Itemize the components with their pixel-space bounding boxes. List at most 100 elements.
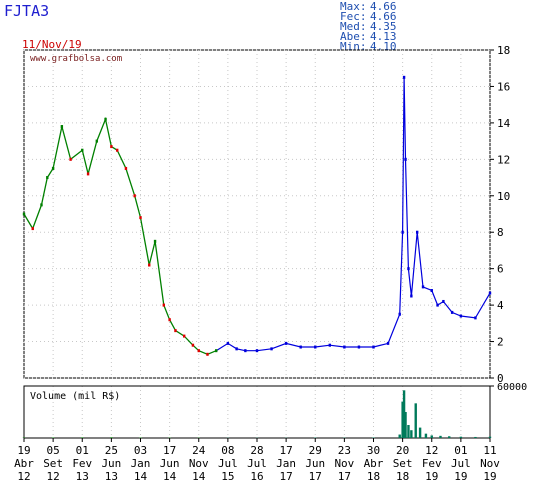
price-point [436, 303, 439, 307]
price-point [270, 347, 273, 351]
price-point [402, 75, 406, 79]
stat-value: 4.66 [370, 10, 397, 23]
price-point [343, 345, 346, 349]
price-point [357, 345, 361, 349]
stats-panel: Max: 4.66 Fec: 4.66 Med: 4.35 Abe: 4.13 Min:… [340, 0, 397, 53]
volume-bar [488, 436, 492, 438]
x-tick-year-label: 19 [454, 470, 467, 483]
price-point [148, 263, 151, 267]
x-tick-year-label: 12 [47, 470, 60, 483]
x-tick-day-label: 23 [338, 444, 351, 457]
price-point [153, 239, 157, 243]
price-point [407, 267, 410, 271]
price-point [51, 166, 55, 170]
x-tick-month-label: Nov [189, 457, 209, 470]
price-y-tick-label: 6 [497, 263, 504, 276]
price-panel: 0 2 4 6 8 10 12 14 16 18 www.grafbolsa.com [22, 44, 511, 385]
price-y-tick-label: 4 [497, 299, 504, 312]
volume-panel: Volume (mil R$) 60000 [22, 382, 527, 439]
price-point [372, 345, 375, 349]
price-point [81, 148, 84, 152]
volume-bar [459, 436, 463, 438]
price-y-tick-label: 0 [497, 372, 504, 385]
stat-average: Med: 4.35 [340, 20, 397, 33]
x-tick-month-label: Nov [480, 457, 500, 470]
price-point [95, 139, 99, 143]
price-series-line-historic [23, 116, 217, 356]
price-point [244, 349, 247, 353]
x-tick-month-label: Jun [160, 457, 180, 470]
price-point [299, 345, 302, 349]
volume-bar [404, 412, 407, 438]
price-y-tick-label: 16 [497, 80, 510, 93]
x-tick-day-label: 03 [134, 444, 147, 457]
x-tick-day-label: 11 [483, 444, 496, 457]
price-point [60, 125, 64, 129]
stat-label: Max: [340, 0, 367, 13]
price-point [206, 352, 209, 356]
x-tick-year-label: 18 [396, 470, 409, 483]
price-point [168, 318, 171, 322]
price-point [328, 343, 332, 347]
x-tick-year-label: 14 [192, 470, 206, 483]
volume-y-tick-label: 60000 [497, 382, 527, 393]
stat-value: 4.66 [370, 0, 397, 13]
stat-close: Fec: 4.66 [340, 10, 397, 23]
price-point [104, 117, 107, 121]
x-tick-day-label: 29 [309, 444, 322, 457]
price-point [474, 316, 477, 320]
stat-label: Abe: [340, 30, 367, 43]
x-tick-month-label: Jan [131, 457, 151, 470]
stat-max: Max: 4.66 [340, 0, 397, 13]
x-tick-year-label: 19 [425, 470, 438, 483]
volume-bar [414, 403, 417, 438]
price-point [110, 145, 113, 149]
price-y-tick-label: 12 [497, 153, 510, 166]
watermark-text: www.grafbolsa.com [30, 54, 122, 64]
price-point [69, 157, 72, 161]
x-tick-year-label: 19 [483, 470, 496, 483]
price-point [421, 285, 425, 289]
volume-bar [474, 436, 477, 438]
x-tick-month-label: Abr [14, 457, 34, 470]
x-tick-month-label: Abr [364, 457, 384, 470]
volume-bar [410, 430, 413, 438]
price-y-tick-label: 10 [497, 190, 510, 203]
x-tick-day-label: 20 [396, 444, 409, 457]
x-tick-day-label: 28 [250, 444, 263, 457]
price-point [386, 341, 390, 345]
x-tick-year-label: 14 [163, 470, 177, 483]
x-tick-year-label: 14 [134, 470, 148, 483]
ticker-symbol: FJTA3 [4, 2, 50, 20]
price-point [442, 299, 445, 303]
x-tick-month-label: Set [43, 457, 63, 470]
price-point [182, 334, 186, 338]
volume-bar [402, 390, 406, 438]
price-y-tick-label: 18 [497, 44, 510, 57]
price-point [401, 230, 404, 234]
price-point [46, 176, 49, 180]
x-tick-year-label: 15 [221, 470, 234, 483]
volume-bar [372, 437, 375, 438]
x-tick-year-label: 17 [280, 470, 293, 483]
price-point [450, 310, 454, 314]
x-tick-day-label: 17 [163, 444, 176, 457]
volume-bar [439, 435, 442, 438]
x-tick-year-label: 12 [17, 470, 30, 483]
price-y-tick-label: 14 [497, 117, 511, 130]
x-tick-year-label: 13 [76, 470, 89, 483]
x-tick-month-label: Jun [101, 457, 121, 470]
stat-value: 4.10 [370, 40, 397, 53]
stat-value: 4.35 [370, 20, 397, 33]
volume-bar [81, 437, 84, 438]
x-tick-month-label: Jul [247, 457, 267, 470]
x-axis: 19Abr1205Set1201Fev1325Jun1303Jan1417Jun… [14, 438, 500, 483]
price-y-tick-label: 2 [497, 336, 504, 349]
price-point [226, 341, 230, 345]
x-tick-year-label: 17 [309, 470, 322, 483]
price-point [31, 227, 34, 231]
x-tick-month-label: Fev [72, 457, 92, 470]
price-point [398, 312, 401, 316]
price-point [314, 345, 317, 349]
